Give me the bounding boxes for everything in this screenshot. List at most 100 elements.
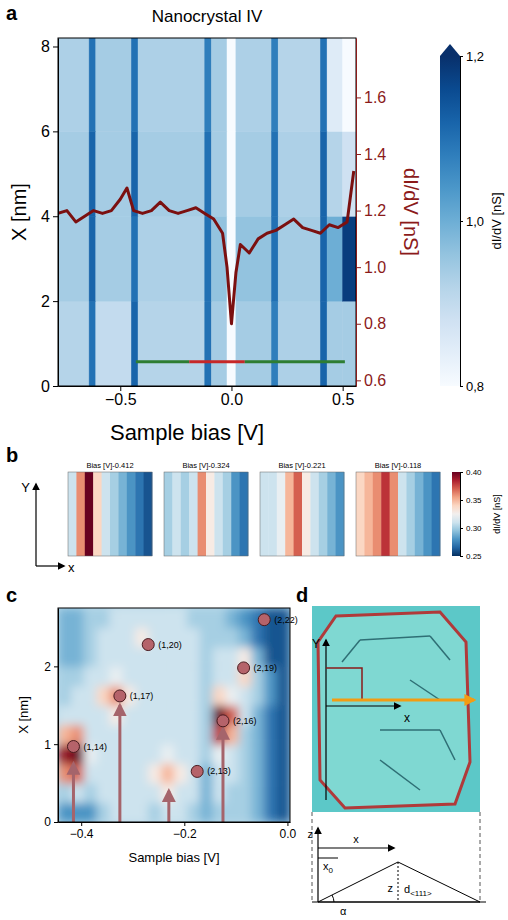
map-cell — [268, 472, 277, 556]
tick: 1,0 — [460, 214, 484, 229]
image-label: x — [404, 711, 410, 725]
map-cell — [68, 472, 77, 556]
panel-letter: b — [6, 444, 18, 466]
heatmap-cell — [200, 666, 213, 686]
heatmap-cell — [97, 627, 110, 647]
colorbar: 0,81,01,2dI/dV [nS] — [440, 44, 504, 394]
map-cell — [93, 472, 102, 556]
heatmap-cell — [205, 216, 212, 301]
heatmap-cell — [343, 38, 356, 131]
axis-line — [356, 39, 357, 387]
heatmap-cell — [327, 131, 343, 216]
tick-label: 2 — [44, 660, 51, 674]
tick: 2 — [41, 293, 58, 310]
heatmap-cell — [238, 764, 251, 784]
heatmap-cell — [161, 666, 174, 686]
map-cell — [336, 472, 345, 556]
map-cell — [118, 472, 127, 556]
map-cell — [310, 472, 319, 556]
tick: −0.4 — [70, 822, 94, 841]
heatmap-cell — [84, 627, 97, 647]
heatmap-cell — [327, 38, 343, 131]
heatmap-cell — [264, 686, 277, 706]
heatmap-cell — [271, 131, 278, 216]
heatmap-cell — [84, 705, 97, 725]
heatmap-cell — [96, 131, 132, 216]
heatmap-cell — [200, 744, 213, 764]
map-cell — [302, 472, 311, 556]
heatmap-cell — [174, 803, 187, 822]
tick: −0.5 — [105, 386, 137, 408]
schematic-label-text: α — [340, 905, 347, 917]
image-axis — [326, 705, 400, 706]
heatmap-cell — [161, 764, 174, 784]
heatmap-cell — [161, 705, 174, 725]
tick-mark — [356, 267, 361, 268]
tick-mark — [53, 386, 58, 387]
tick-label: 0.5 — [332, 391, 354, 408]
crystal-facet — [360, 636, 430, 640]
tick: 8 — [41, 38, 58, 55]
tick-label: 0,8 — [466, 379, 484, 394]
tick-mark — [53, 46, 58, 47]
heatmap-cell — [327, 216, 343, 301]
tick-mark — [460, 556, 463, 557]
map-cell — [327, 472, 336, 556]
point-label: (1,14) — [83, 742, 107, 752]
panel-a: −0.50.00.5024680.60.81.01.21.41.6aNanocr… — [6, 2, 422, 445]
heatmap-cell — [226, 725, 239, 745]
heatmap-cell — [264, 627, 277, 647]
heatmap-cell — [84, 608, 97, 628]
heatmap-cell — [238, 686, 251, 706]
heatmap-cell — [226, 666, 239, 686]
axis: −0.5 0.0 0.5 — [59, 386, 357, 408]
heatmap-cell — [264, 764, 277, 784]
heatmap-cell — [187, 647, 200, 667]
tick-mark — [356, 324, 361, 325]
heatmap-cell — [200, 608, 213, 628]
tick-mark — [460, 500, 463, 501]
heatmap-cell — [84, 803, 97, 822]
heatmap-cell — [71, 608, 84, 628]
tick: 0.5 — [332, 386, 354, 408]
heatmap-cell — [226, 803, 239, 822]
tick: 0,8 — [460, 379, 484, 394]
heatmap-cell — [277, 686, 290, 706]
tick-label: 0.0 — [221, 391, 243, 408]
heatmap-cell — [135, 725, 148, 745]
axis-line — [59, 822, 291, 823]
tick: 6 — [41, 123, 58, 140]
panel-letter: c — [6, 584, 17, 606]
tick-label: 0.8 — [364, 315, 386, 332]
tick-mark — [184, 822, 185, 826]
heatmap-cell — [110, 608, 123, 628]
heatmap-cell — [277, 803, 290, 822]
heatmap-cell — [264, 744, 277, 764]
crystal-facet — [430, 636, 450, 660]
heatmap-cell — [277, 744, 290, 764]
heatmap-cell — [71, 666, 84, 686]
heatmap-cell — [122, 725, 135, 745]
tick-mark — [54, 666, 58, 667]
schematic-axis — [318, 847, 394, 848]
tick-label: 0.40 — [466, 468, 482, 477]
map-frame — [356, 472, 440, 556]
tick-label: 8 — [41, 38, 50, 55]
heatmap-cell — [200, 725, 213, 745]
tick-mark — [120, 386, 121, 391]
heatmap-cell — [174, 783, 187, 803]
colorbar-gradient — [440, 56, 460, 386]
heatmap-cell — [251, 686, 264, 706]
heatmap-cell — [277, 627, 290, 647]
schematic-label: x0 — [323, 860, 334, 875]
crystal-facet — [380, 760, 420, 790]
tick-mark — [53, 216, 58, 217]
tick: 1.2 — [356, 202, 386, 219]
heatmap-cell — [135, 744, 148, 764]
map-cell — [198, 472, 207, 556]
heatmap-cell — [89, 216, 96, 301]
heatmap-cell — [200, 627, 213, 647]
heatmap-cell — [226, 783, 239, 803]
tick: 0 — [44, 815, 58, 829]
guide-line — [480, 812, 481, 902]
